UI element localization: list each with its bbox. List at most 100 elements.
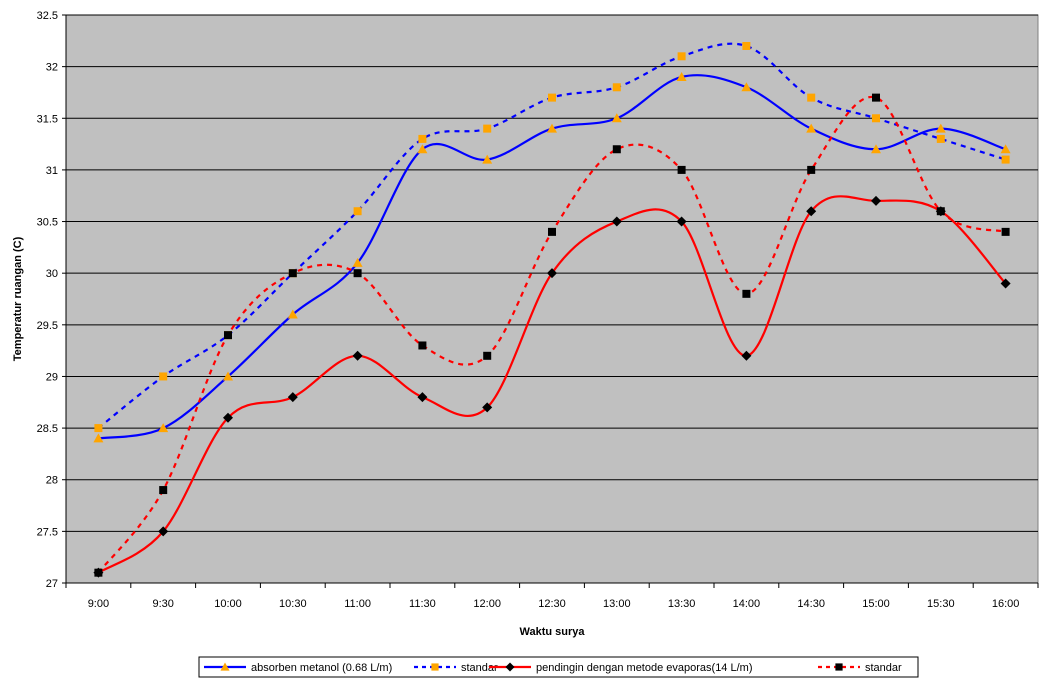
series-1-point (158, 423, 169, 433)
series-1-point (352, 257, 363, 267)
series-1-point (1000, 144, 1011, 154)
series-3-point (287, 392, 298, 403)
y-tick-label: 30.5 (37, 217, 58, 229)
series-2-point (548, 93, 556, 102)
series-4-point (612, 145, 621, 154)
series-2-point (353, 207, 362, 216)
series-4-point (94, 568, 103, 577)
series-3-point (806, 206, 817, 217)
legend-label-4: standar (865, 662, 902, 674)
series-3-point (741, 350, 752, 361)
x-tick-label: 13:00 (603, 598, 631, 610)
series-3-point (611, 216, 622, 227)
series-4-point (548, 227, 556, 236)
series-1-point (741, 82, 752, 92)
series-1-point (417, 144, 428, 154)
series-3-point (482, 402, 493, 413)
series-3-point (1000, 278, 1011, 289)
series-4-point (353, 269, 362, 278)
series-4-point (1001, 227, 1010, 236)
legend-marker-4 (835, 663, 843, 671)
y-tick-label: 28 (46, 475, 58, 487)
series-3-point (158, 526, 169, 537)
series-2-point (1001, 155, 1010, 164)
x-tick-label: 11:00 (344, 598, 371, 610)
series-2-point (677, 52, 686, 61)
y-axis-title: Temperatur ruangan (C) (12, 236, 24, 361)
y-tick-label: 27.5 (37, 526, 58, 538)
series-4-point (742, 289, 751, 298)
y-tick-label: 29.5 (37, 320, 58, 332)
series-2-point (742, 41, 751, 50)
series-4-point (807, 165, 816, 174)
series-1-point (287, 309, 298, 319)
plot-area (65, 14, 1039, 584)
series-4-point (288, 269, 297, 278)
series-1-point (871, 144, 881, 154)
series-3-point (352, 350, 363, 361)
series-1-point (93, 433, 104, 443)
y-axis: 27 27.5 28 28.5 29 29.5 30 30.5 31 31.5 32 32.5 (37, 10, 67, 590)
series-2-point (936, 134, 945, 143)
series-2-point (612, 83, 621, 92)
y-tick-label: 32 (46, 62, 58, 74)
series-3-point (871, 195, 881, 206)
x-tick-label: 9:30 (152, 598, 173, 610)
series-markers (93, 41, 1011, 578)
x-tick-label: 15:30 (927, 598, 955, 610)
x-tick-label: 14:30 (797, 598, 825, 610)
series-3-point (417, 392, 428, 403)
series-3-point (223, 412, 233, 423)
y-tick-label: 32.5 (37, 10, 58, 22)
legend-label-2: standar (461, 662, 498, 674)
series-3-point (676, 216, 687, 227)
series-1-point (547, 123, 557, 133)
legend-label-1: absorben metanol (0.68 L/m) (251, 662, 392, 674)
legend: absorben metanol (0.68 L/m) standar pendin… (198, 656, 919, 678)
series-1-point (611, 113, 622, 123)
legend-marker-2 (431, 663, 439, 671)
x-axis: 9:00 9:30 10:00 10:30 11:00 11:30 12:00 12:30 13… (65, 582, 1039, 610)
x-tick-label: 10:00 (214, 598, 242, 610)
legend-label-3: pendingin dengan metode evaporas(14 L/m) (536, 662, 752, 674)
series-2-point (483, 124, 492, 133)
y-tick-label: 30 (46, 268, 58, 280)
series-1-point (223, 371, 233, 381)
x-tick-label: 15:00 (862, 598, 890, 610)
series-4-point (872, 93, 880, 102)
x-axis-title: Waktu surya (519, 626, 585, 638)
series-2-point (94, 424, 103, 433)
x-tick-label: 14:00 (733, 598, 761, 610)
legend-marker-1 (220, 662, 230, 671)
series-2-point (807, 93, 816, 102)
x-tick-label: 10:30 (279, 598, 307, 610)
series-4-point (224, 331, 232, 340)
y-tick-label: 27 (46, 578, 58, 590)
x-tick-label: 13:30 (668, 598, 696, 610)
y-tick-label: 28.5 (37, 423, 58, 435)
series-1-point (935, 123, 946, 133)
y-tick-label: 31 (46, 165, 58, 177)
series-2-point (159, 372, 168, 381)
series-3-point (547, 268, 557, 279)
legend-marker-3 (505, 662, 515, 672)
series-2-point (418, 134, 427, 143)
series-1-point (806, 123, 817, 133)
y-tick-label: 29 (46, 371, 58, 383)
x-tick-label: 16:00 (992, 598, 1020, 610)
series-1-point (676, 71, 687, 81)
series-2-point (872, 114, 880, 123)
x-tick-label: 9:00 (88, 598, 109, 610)
series-4-point (677, 165, 686, 174)
legend-box (198, 656, 919, 678)
x-tick-label: 12:30 (538, 598, 566, 610)
series-4-point (483, 351, 492, 360)
series-1-point (482, 154, 493, 164)
y-tick-label: 31.5 (37, 113, 58, 125)
series-4-point (159, 486, 168, 495)
series-4-point (936, 207, 945, 216)
series-4-point (418, 341, 427, 350)
x-tick-label: 12:00 (473, 598, 501, 610)
